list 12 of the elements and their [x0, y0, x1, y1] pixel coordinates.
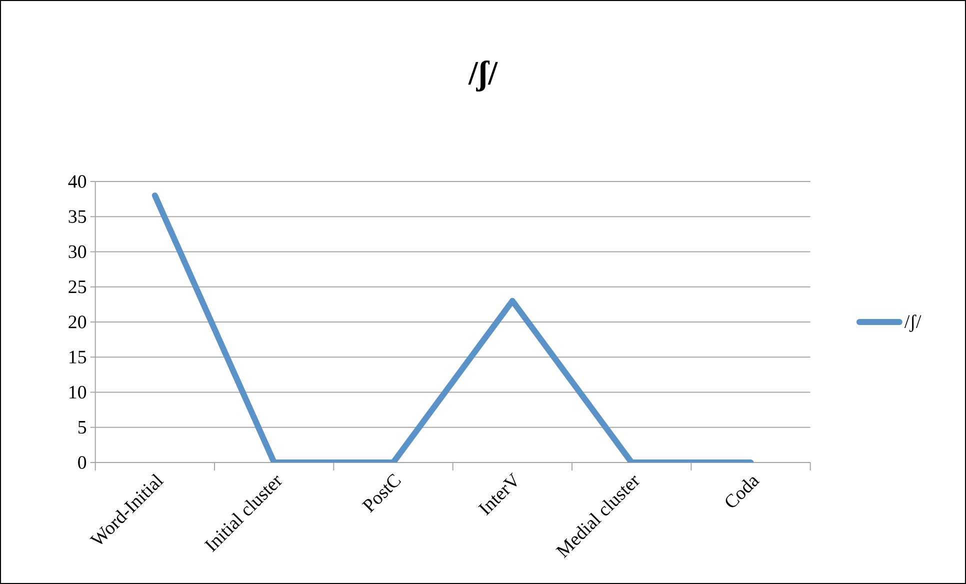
x-tick-label: Coda — [726, 477, 760, 508]
y-tick-label: 30 — [68, 245, 86, 258]
y-tick-label: 10 — [70, 386, 86, 399]
y-tick-label: 35 — [68, 210, 86, 223]
y-tick-label: 20 — [68, 316, 86, 328]
legend-label: /ʃ/ — [904, 314, 922, 332]
y-tick-label: 15 — [70, 350, 86, 364]
y-tick-label: 40 — [68, 175, 86, 188]
y-tick-label: 25 — [68, 280, 86, 294]
chart-title: /ʃ/ — [468, 60, 498, 92]
y-tick-label: 0 — [78, 456, 86, 469]
y-tick-label: 5 — [78, 421, 86, 434]
